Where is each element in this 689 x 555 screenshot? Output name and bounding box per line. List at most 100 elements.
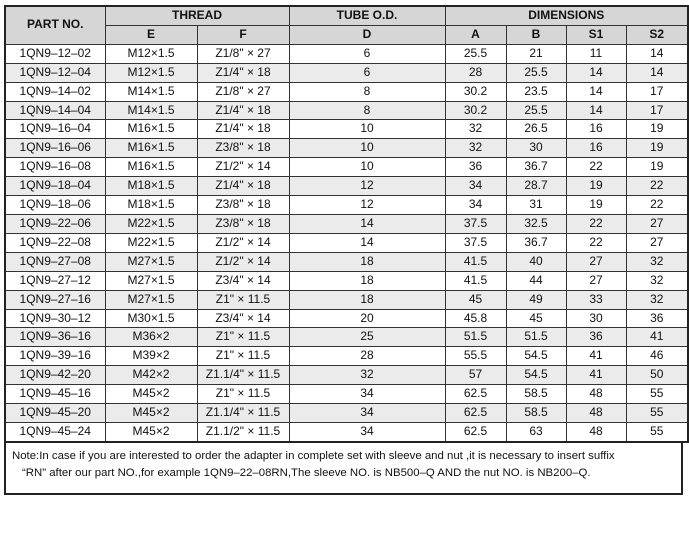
cell-thread-e: M27×1.5: [104, 251, 198, 272]
cell-thread-e: M45×2: [104, 421, 198, 443]
cell-thread-e: M45×2: [104, 384, 198, 405]
cell-dim-s2: 55: [625, 421, 689, 443]
cell-dim-s2: 19: [625, 119, 689, 140]
cell-thread-f: Z1/2" × 14: [196, 157, 290, 178]
cell-part-no: 1QN9–45–16: [4, 384, 106, 405]
cell-part-no: 1QN9–39–16: [4, 346, 106, 367]
cell-dim-s1: 11: [565, 43, 627, 64]
cell-dim-s2: 55: [625, 403, 689, 423]
table-row: 1QN9–12–02 M12×1.5 Z1/8" × 27 6 25.5 21 11 14: [4, 43, 689, 64]
cell-dim-a: 30.2: [444, 81, 507, 102]
cell-tube-od-d: 34: [288, 421, 446, 443]
table-body: 1QN9–12–02 M12×1.5 Z1/8" × 27 6 25.5 21 11 14 1Q…: [4, 43, 689, 443]
cell-dim-s1: 27: [565, 270, 627, 291]
cell-dim-a: 62.5: [444, 384, 507, 405]
cell-dim-s2: 32: [625, 270, 689, 291]
cell-dim-b: 58.5: [505, 403, 567, 423]
cell-part-no: 1QN9–45–20: [4, 403, 106, 423]
cell-thread-e: M39×2: [104, 346, 198, 367]
cell-dim-s1: 36: [565, 327, 627, 348]
table-row: 1QN9–45–24 M45×2 Z1.1/2" × 11.5 34 62.5 63 48 5…: [4, 421, 689, 443]
cell-thread-e: M27×1.5: [104, 270, 198, 291]
cell-dim-a: 45: [444, 289, 507, 310]
cell-dim-s1: 14: [565, 100, 627, 121]
cell-dim-a: 34: [444, 195, 507, 215]
cell-thread-f: Z3/8" × 18: [196, 138, 290, 159]
cell-thread-e: M14×1.5: [104, 100, 198, 121]
cell-dim-s1: 30: [565, 308, 627, 329]
subheader-f: F: [196, 24, 290, 45]
cell-part-no: 1QN9–30–12: [4, 308, 106, 329]
cell-tube-od-d: 10: [288, 138, 446, 159]
cell-tube-od-d: 18: [288, 270, 446, 291]
cell-part-no: 1QN9–14–04: [4, 100, 106, 121]
cell-thread-f: Z1/4" × 18: [196, 119, 290, 140]
cell-dim-s1: 19: [565, 195, 627, 215]
cell-dim-b: 21: [505, 43, 567, 64]
cell-dim-s1: 22: [565, 232, 627, 253]
note-line-1: Note:In case if you are interested to or…: [12, 449, 615, 462]
cell-dim-s1: 16: [565, 119, 627, 140]
cell-dim-b: 58.5: [505, 384, 567, 405]
cell-thread-e: M22×1.5: [104, 232, 198, 253]
cell-part-no: 1QN9–22–06: [4, 213, 106, 234]
cell-part-no: 1QN9–14–02: [4, 81, 106, 102]
subheader-s2: S2: [625, 24, 689, 45]
table-row: 1QN9–27–16 M27×1.5 Z1" × 11.5 18 45 49 33 32: [4, 289, 689, 310]
cell-dim-b: 49: [505, 289, 567, 310]
cell-tube-od-d: 12: [288, 195, 446, 215]
cell-thread-e: M22×1.5: [104, 213, 198, 234]
header-thread: THREAD: [104, 5, 290, 26]
cell-tube-od-d: 18: [288, 251, 446, 272]
cell-part-no: 1QN9–16–04: [4, 119, 106, 140]
cell-dim-a: 57: [444, 365, 507, 386]
cell-thread-f: Z3/4" × 14: [196, 270, 290, 291]
cell-tube-od-d: 8: [288, 100, 446, 121]
cell-tube-od-d: 25: [288, 327, 446, 348]
cell-thread-e: M14×1.5: [104, 81, 198, 102]
table-row: 1QN9–14–02 M14×1.5 Z1/8" × 27 8 30.2 23.5 14 17: [4, 81, 689, 102]
cell-thread-e: M27×1.5: [104, 289, 198, 310]
cell-thread-e: M16×1.5: [104, 119, 198, 140]
cell-dim-s1: 48: [565, 403, 627, 423]
cell-thread-f: Z1" × 11.5: [196, 327, 290, 348]
cell-thread-f: Z1" × 11.5: [196, 289, 290, 310]
cell-dim-b: 30: [505, 138, 567, 159]
cell-dim-s2: 22: [625, 176, 689, 197]
cell-dim-b: 31: [505, 195, 567, 215]
cell-dim-s2: 19: [625, 157, 689, 178]
table-row: 1QN9–27–08 M27×1.5 Z1/2" × 14 18 41.5 40 27 32: [4, 251, 689, 272]
cell-tube-od-d: 10: [288, 157, 446, 178]
cell-dim-b: 32.5: [505, 213, 567, 234]
cell-thread-f: Z1" × 11.5: [196, 346, 290, 367]
cell-dim-s1: 41: [565, 365, 627, 386]
cell-dim-s2: 32: [625, 289, 689, 310]
cell-dim-s2: 50: [625, 365, 689, 386]
cell-part-no: 1QN9–22–08: [4, 232, 106, 253]
cell-dim-b: 44: [505, 270, 567, 291]
cell-dim-a: 32: [444, 119, 507, 140]
table-row: 1QN9–16–04 M16×1.5 Z1/4" × 18 10 32 26.5 16 19: [4, 119, 689, 140]
cell-dim-s2: 32: [625, 251, 689, 272]
cell-dim-s2: 27: [625, 213, 689, 234]
cell-part-no: 1QN9–36–16: [4, 327, 106, 348]
cell-thread-e: M45×2: [104, 403, 198, 423]
table-row: 1QN9–16–06 M16×1.5 Z3/8" × 18 10 32 30 16 19: [4, 138, 689, 159]
cell-tube-od-d: 20: [288, 308, 446, 329]
cell-tube-od-d: 28: [288, 346, 446, 367]
cell-thread-f: Z1/2" × 14: [196, 232, 290, 253]
cell-dim-a: 62.5: [444, 421, 507, 443]
cell-part-no: 1QN9–42–20: [4, 365, 106, 386]
table-row: 1QN9–36–16 M36×2 Z1" × 11.5 25 51.5 51.5 36 41: [4, 327, 689, 348]
subheader-s1: S1: [565, 24, 627, 45]
note-line-2: “RN” after our part NO.,for example 1QN9…: [22, 466, 591, 479]
cell-dim-b: 26.5: [505, 119, 567, 140]
cell-thread-e: M30×1.5: [104, 308, 198, 329]
cell-part-no: 1QN9–45–24: [4, 421, 106, 443]
cell-dim-a: 36: [444, 157, 507, 178]
cell-thread-f: Z3/8" × 18: [196, 213, 290, 234]
cell-dim-a: 41.5: [444, 251, 507, 272]
table-row: 1QN9–18–06 M18×1.5 Z3/8" × 18 12 34 31 19 22: [4, 195, 689, 215]
cell-dim-b: 63: [505, 421, 567, 443]
cell-dim-s2: 27: [625, 232, 689, 253]
